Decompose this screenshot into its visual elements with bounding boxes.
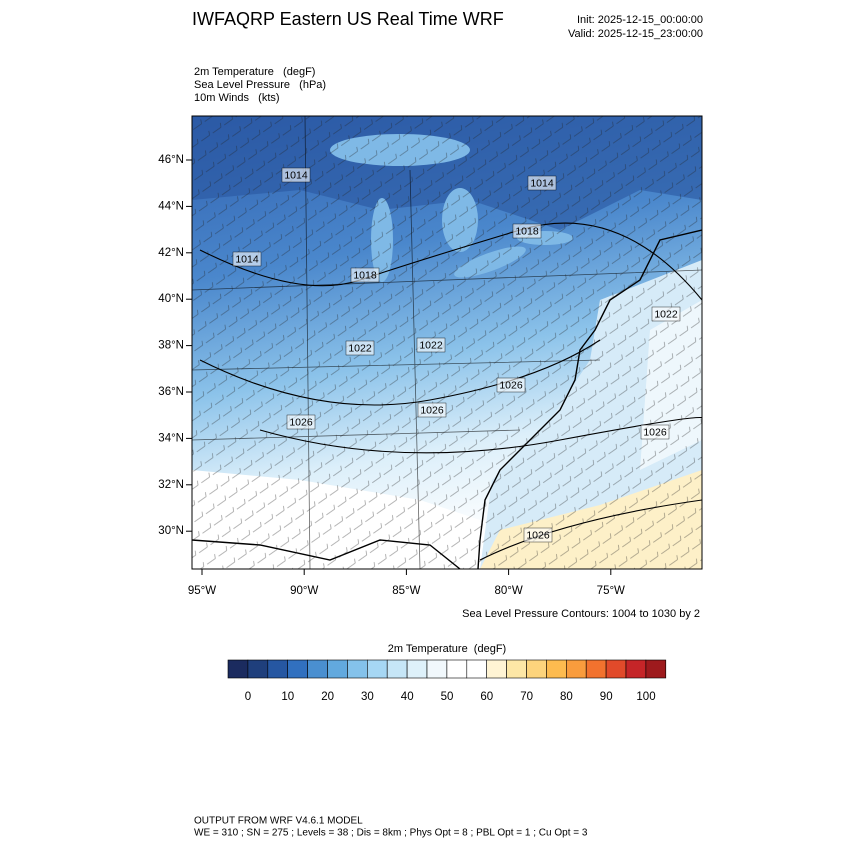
lat-label: 38°N (158, 340, 184, 352)
colorbar-box (347, 659, 368, 679)
contour-label-box (417, 402, 447, 418)
colorbar-tick-label: 0 (245, 691, 251, 703)
colorbar-tick-label: 70 (520, 691, 533, 703)
footer-line: OUTPUT FROM WRF V4.6.1 MODEL (194, 816, 363, 827)
colorbar-box (506, 659, 527, 679)
contour-label: 1026 (643, 426, 667, 438)
colorbar-box (307, 659, 328, 679)
map-frame (191, 115, 703, 570)
contour-label: 1022 (419, 339, 443, 351)
field-label: 10m Winds (kts) (194, 92, 280, 104)
lat-label: 46°N (158, 154, 184, 166)
valid-time: Valid: 2025-12-15_23:00:00 (568, 28, 703, 40)
title: IWFAQRP Eastern US Real Time WRF (192, 9, 504, 29)
colorbar-tick-label: 60 (480, 691, 493, 703)
contour-label: 1026 (420, 404, 444, 416)
field-label: 2m Temperature (degF) (194, 66, 315, 78)
contour-label: 1026 (499, 379, 523, 391)
lat-label: 34°N (158, 432, 184, 444)
field-list: 2m Temperature (degF) Sea Level Pressure… (194, 66, 326, 104)
lat-label: 30°N (158, 525, 184, 537)
contour-label: 1018 (515, 225, 539, 237)
contour-label-box (523, 527, 553, 543)
colorbar-box (386, 659, 408, 679)
colorbar-box (645, 659, 667, 679)
contour-label: 1014 (235, 253, 259, 265)
colorbar-box (267, 659, 288, 679)
footer-line: WE = 310 ; SN = 275 ; Levels = 38 ; Dis … (194, 828, 588, 839)
colorbar-box (446, 659, 468, 679)
colorbar-tick-label: 100 (636, 691, 655, 703)
colorbar-box (526, 659, 547, 679)
colorbar-box (406, 659, 428, 679)
colorbar-tick-label: 20 (321, 691, 334, 703)
wind-barbs (192, 116, 702, 569)
colorbar: 0 10 20 30 40 50 60 70 80 90 100 (227, 659, 667, 703)
lon-label: 80°W (494, 585, 522, 597)
contour-label-box (345, 340, 375, 356)
lat-label: 32°N (158, 479, 184, 491)
contour-label-box (350, 267, 380, 283)
contour-label-box (512, 223, 542, 239)
contour-label-box (527, 175, 557, 191)
lat-label: 42°N (158, 247, 184, 259)
map-axes: 46°N 44°N 42°N 40°N 38°N 36°N 34°N 32°N 30°N 95°W… (158, 154, 625, 597)
contour-labels: 1014 1014 1018 1014 1018 1022 1022 1022 1026 1026… (232, 167, 681, 543)
lon-label: 95°W (188, 585, 216, 597)
contour-label: 1026 (526, 529, 550, 541)
colorbar-box (426, 659, 448, 679)
lon-label: 90°W (290, 585, 318, 597)
colorbar-box (287, 659, 308, 679)
colorbar-box (605, 659, 627, 679)
colorbar-box (565, 659, 587, 679)
colorbar-title: 2m Temperature (degF) (388, 643, 506, 655)
contour-label-box (496, 377, 526, 393)
contour-label: 1014 (530, 177, 554, 189)
contour-label: 1018 (353, 269, 377, 281)
contour-label-box (281, 167, 311, 183)
colorbar-tick-label: 40 (401, 691, 414, 703)
colorbar-box (466, 659, 487, 679)
contour-label: 1014 (284, 169, 308, 181)
contour-label: 1026 (289, 416, 313, 428)
lon-label: 85°W (392, 585, 420, 597)
colorbar-box (546, 659, 567, 679)
contour-label-box (286, 414, 316, 430)
lat-label: 44°N (158, 200, 184, 212)
colorbar-tick-label: 30 (361, 691, 374, 703)
colorbar-box (625, 659, 647, 679)
colorbar-tick-label: 50 (441, 691, 454, 703)
colorbar-tick-label: 90 (600, 691, 613, 703)
lat-label: 40°N (158, 293, 184, 305)
colorbar-box (247, 659, 269, 679)
map-field (192, 116, 702, 569)
lat-label: 36°N (158, 386, 184, 398)
contour-label-box (416, 337, 446, 353)
lon-label: 75°W (597, 585, 625, 597)
contour-label: 1022 (348, 342, 372, 354)
contour-label-box (651, 306, 681, 322)
contour-label-box (232, 251, 262, 267)
colorbar-box (227, 659, 249, 679)
contour-label-box (640, 424, 670, 440)
pressure-contours (199, 222, 702, 561)
contour-label: 1022 (654, 308, 678, 320)
colorbar-tick-label: 80 (560, 691, 573, 703)
contour-note: Sea Level Pressure Contours: 1004 to 103… (462, 608, 700, 620)
init-time: Init: 2025-12-15_00:00:00 (577, 14, 703, 26)
field-label: Sea Level Pressure (hPa) (194, 79, 326, 91)
colorbar-box (585, 659, 607, 679)
colorbar-box (486, 659, 507, 679)
colorbar-tick-label: 10 (281, 691, 294, 703)
colorbar-box (366, 659, 388, 679)
colorbar-box (327, 659, 348, 679)
